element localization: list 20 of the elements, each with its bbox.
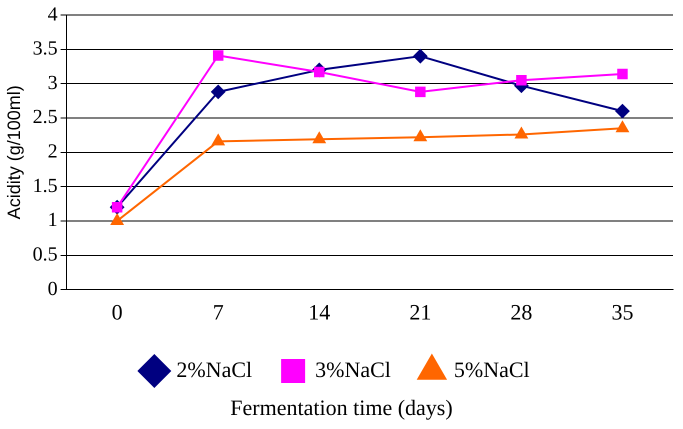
legend-label: 3%NaCl	[315, 356, 391, 382]
x-tick-label: 21	[409, 300, 432, 325]
legend-label: 2%NaCl	[176, 356, 252, 382]
x-tick-label: 35	[611, 300, 634, 325]
legend-label: 5%NaCl	[454, 356, 530, 382]
y-tick-label: 3	[48, 72, 58, 94]
y-tick-label: 0.5	[32, 244, 58, 266]
x-tick-label: 7	[212, 300, 224, 325]
x-tick-label: 28	[510, 300, 532, 325]
y-tick-label: 1	[48, 209, 58, 232]
x-tick-label: 0	[112, 300, 123, 325]
y-axis-title: Acidity (g/100ml)	[4, 85, 24, 220]
y-tick-label: 0	[48, 278, 58, 300]
x-tick-label: 14	[308, 300, 330, 325]
y-tick-label: 1.5	[32, 174, 58, 197]
y-tick-label: 3.5	[32, 38, 58, 60]
y-tick-label: 2	[48, 140, 58, 163]
x-axis-title: Fermentation time (days)	[229, 395, 454, 421]
y-tick-label: 2.5	[32, 106, 58, 128]
y-tick-label: 4	[48, 3, 58, 26]
